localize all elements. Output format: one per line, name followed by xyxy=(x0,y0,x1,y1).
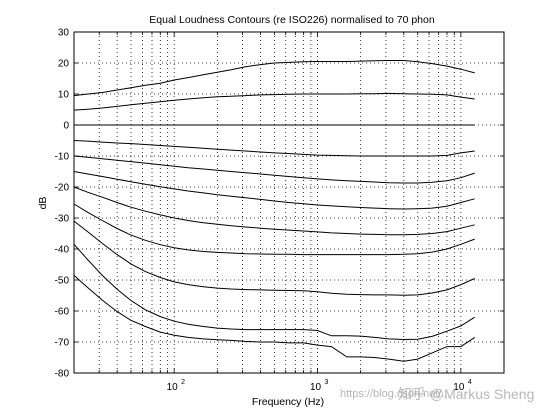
grid-lines xyxy=(73,31,505,374)
y-tick-label: -40 xyxy=(55,245,70,256)
x-axis-label: Frequency (Hz) xyxy=(252,396,324,408)
x-tick-labels: 10 2 10 3 10 4 xyxy=(167,379,472,393)
contour-line-2 xyxy=(73,92,475,111)
x-tick-label: 10 xyxy=(167,382,179,393)
watermark-site: https://blog.csdn.net/... xyxy=(340,388,451,400)
y-tick-label: -60 xyxy=(55,307,70,318)
contour-line-5 xyxy=(73,155,475,184)
contour-line-9 xyxy=(73,220,475,296)
x-tick-exponent: 4 xyxy=(468,379,472,386)
x-tick-label: 10 xyxy=(453,382,465,393)
y-tick-label: -80 xyxy=(55,369,70,380)
contour-line-8 xyxy=(73,203,475,256)
y-tick-label: -70 xyxy=(55,338,70,349)
contour-line-10 xyxy=(73,243,475,341)
contour-line-4 xyxy=(73,140,475,157)
chart-title: Equal Loudness Contours (re ISO226) norm… xyxy=(149,14,435,26)
y-tick-label: 20 xyxy=(58,59,70,70)
contour-line-6 xyxy=(73,171,475,210)
x-tick-label: 10 xyxy=(310,382,322,393)
y-tick-label: -50 xyxy=(55,276,70,287)
y-tick-label: -20 xyxy=(55,183,70,194)
y-axis-label: dB xyxy=(37,197,49,210)
curves xyxy=(73,60,475,362)
y-tick-label: 30 xyxy=(58,28,70,39)
y-tick-label: 0 xyxy=(63,121,69,132)
plot-frame xyxy=(73,31,505,374)
contour-line-1 xyxy=(73,60,475,97)
contour-line-7 xyxy=(73,186,475,236)
y-tick-label: -30 xyxy=(55,214,70,225)
x-tick-exponent: 3 xyxy=(325,379,329,386)
watermark-brand: 知乎 @Markus Sheng xyxy=(398,386,535,402)
y-tick-label: 10 xyxy=(58,90,70,101)
y-tick-label: -10 xyxy=(55,152,70,163)
contour-line-11 xyxy=(73,275,475,362)
x-tick-exponent: 2 xyxy=(181,379,185,386)
y-tick-labels: 30 20 10 0 -10 -20 -30 -40 -50 -60 -70 -80 xyxy=(55,28,70,380)
